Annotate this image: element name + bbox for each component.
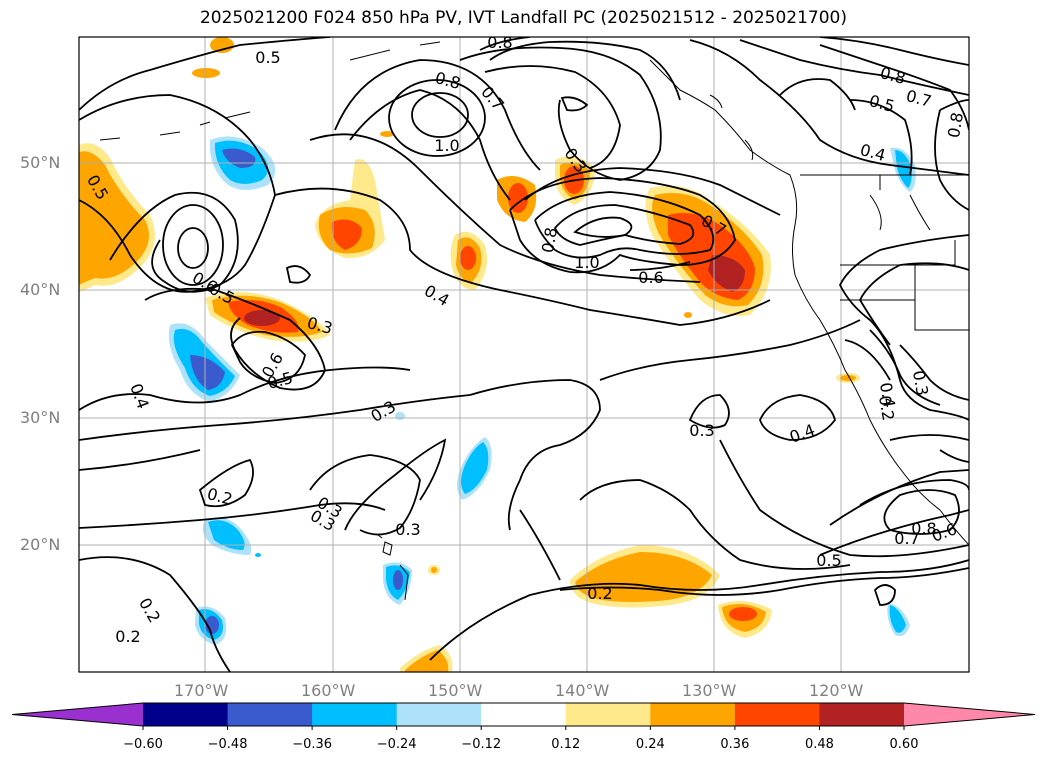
colorbar-bin bbox=[650, 703, 736, 726]
contour-label: 0.4 bbox=[126, 381, 153, 411]
colorbar-tick-label: 0.12 bbox=[551, 737, 581, 752]
colorbar-extend-right bbox=[904, 703, 1035, 726]
contour-label-text: 0.5 bbox=[255, 48, 280, 67]
lat-label-50n: 50°N bbox=[20, 153, 61, 172]
colorbar-bin bbox=[734, 703, 820, 726]
map-frame bbox=[78, 36, 970, 673]
contour-label: 0.5 bbox=[255, 48, 280, 67]
lon-label-170w: 170°W bbox=[174, 681, 229, 700]
contour-label: 0.6 bbox=[638, 268, 663, 287]
lon-label-120w: 120°W bbox=[809, 681, 864, 700]
contour-label: 0.8 bbox=[911, 519, 936, 538]
contour-labels: 0.50.80.80.71.00.80.70.50.80.40.30.81.00… bbox=[83, 33, 967, 646]
contour-label-text: 0.2 bbox=[135, 594, 164, 626]
lon-label-160w: 160°W bbox=[301, 681, 356, 700]
contour-label-text: 0.3 bbox=[689, 421, 714, 440]
contour-label-text: 0.8 bbox=[538, 226, 561, 254]
contour-label: 0.3 bbox=[689, 421, 714, 440]
contour-label-text: 0.4 bbox=[787, 420, 817, 447]
colorbar-bin bbox=[819, 703, 905, 726]
contour-label: 0.2 bbox=[875, 394, 898, 422]
contour-label: 0.4 bbox=[876, 381, 899, 409]
lon-label-140w: 140°W bbox=[555, 681, 610, 700]
contour-label-text: 0.2 bbox=[875, 394, 898, 422]
contour-label: 0.3 bbox=[395, 520, 420, 539]
contour-label-text: 0.4 bbox=[858, 140, 888, 165]
contour-label-text: 0.3 bbox=[395, 520, 420, 539]
contour-label-text: 1.0 bbox=[434, 136, 459, 155]
contour-label-text: 0.5 bbox=[816, 551, 841, 570]
contour-label-text: 1.0 bbox=[574, 253, 599, 272]
colorbar-extend-left bbox=[12, 703, 143, 726]
contour-label: 0.2 bbox=[135, 594, 164, 626]
contour-label: 0.8 bbox=[538, 226, 561, 254]
contour-label-text: 0.5 bbox=[867, 91, 897, 116]
colorbar-bin bbox=[396, 703, 482, 726]
contour-label-text: 0.4 bbox=[421, 281, 453, 310]
colorbar-tick-label: 0.60 bbox=[889, 737, 919, 752]
lat-label-40n: 40°N bbox=[20, 280, 61, 299]
contour-label: 1.0 bbox=[434, 136, 459, 155]
contour-label: 0.8 bbox=[487, 33, 512, 52]
colorbar-tick-label: −0.60 bbox=[123, 737, 163, 752]
colorbar-tick-label: −0.36 bbox=[292, 737, 333, 752]
contour-label: 0.7 bbox=[894, 529, 919, 548]
contour-label-text: 0.7 bbox=[894, 529, 919, 548]
contour-label-text: 0.2 bbox=[115, 627, 140, 646]
colorbar-tick-label: 0.24 bbox=[635, 737, 665, 752]
contour-label-text: 0.3 bbox=[367, 397, 399, 426]
contour-label: 0.3 bbox=[367, 397, 399, 426]
colorbar-bin bbox=[143, 703, 229, 726]
contour-label: 0.2 bbox=[115, 627, 140, 646]
contour-label: 0.4 bbox=[858, 140, 888, 165]
colorbar-tick-label: −0.12 bbox=[461, 737, 502, 752]
contour-label-text: 0.8 bbox=[433, 68, 463, 93]
colorbar-bin bbox=[565, 703, 651, 726]
contour-label-text: 0.7 bbox=[477, 82, 508, 114]
ivt-contours bbox=[79, 37, 969, 672]
lon-label-130w: 130°W bbox=[682, 681, 737, 700]
contour-label: 1.0 bbox=[574, 253, 599, 272]
contour-label-text: 0.8 bbox=[911, 519, 936, 538]
contour-label-text: 0.6 bbox=[638, 268, 663, 287]
contour-label: 0.8 bbox=[944, 111, 967, 139]
contour-label-text: 0.2 bbox=[587, 584, 612, 603]
lat-label-30n: 30°N bbox=[20, 408, 61, 427]
colorbar-tick-label: 0.36 bbox=[720, 737, 750, 752]
contour-label-text: 0.8 bbox=[487, 33, 512, 52]
contour-label: 0.2 bbox=[587, 584, 612, 603]
colorbar bbox=[11, 702, 1036, 730]
contour-label: 0.8 bbox=[878, 63, 908, 88]
lon-label-150w: 150°W bbox=[428, 681, 483, 700]
map-title: 2025021200 F024 850 hPa PV, IVT Landfall… bbox=[199, 8, 847, 28]
contour-label-text: 0.8 bbox=[878, 63, 908, 88]
contour-label-text: 0.8 bbox=[944, 111, 967, 139]
contour-label: 0.8 bbox=[433, 68, 463, 93]
contour-label: 0.5 bbox=[816, 551, 841, 570]
contour-label-text: 0.4 bbox=[876, 381, 899, 409]
contour-label: 0.7 bbox=[904, 86, 934, 111]
colorbar-tick-label: −0.48 bbox=[207, 737, 248, 752]
contour-label: 0.3 bbox=[909, 369, 932, 397]
coastline bbox=[99, 41, 969, 601]
contour-label: 0.4 bbox=[787, 420, 817, 447]
contour-label: 0.4 bbox=[421, 281, 453, 310]
colorbar-bin bbox=[481, 703, 567, 726]
contour-label-text: 0.4 bbox=[126, 381, 153, 411]
colorbar-bin bbox=[227, 703, 313, 726]
colorbar-bin bbox=[312, 703, 398, 726]
colorbar-tick-label: 0.48 bbox=[804, 737, 834, 752]
contour-label-text: 0.7 bbox=[904, 86, 934, 111]
contour-label-text: 0.3 bbox=[909, 369, 932, 397]
lat-label-20n: 20°N bbox=[20, 535, 61, 554]
colorbar-tick-label: −0.24 bbox=[376, 737, 417, 752]
